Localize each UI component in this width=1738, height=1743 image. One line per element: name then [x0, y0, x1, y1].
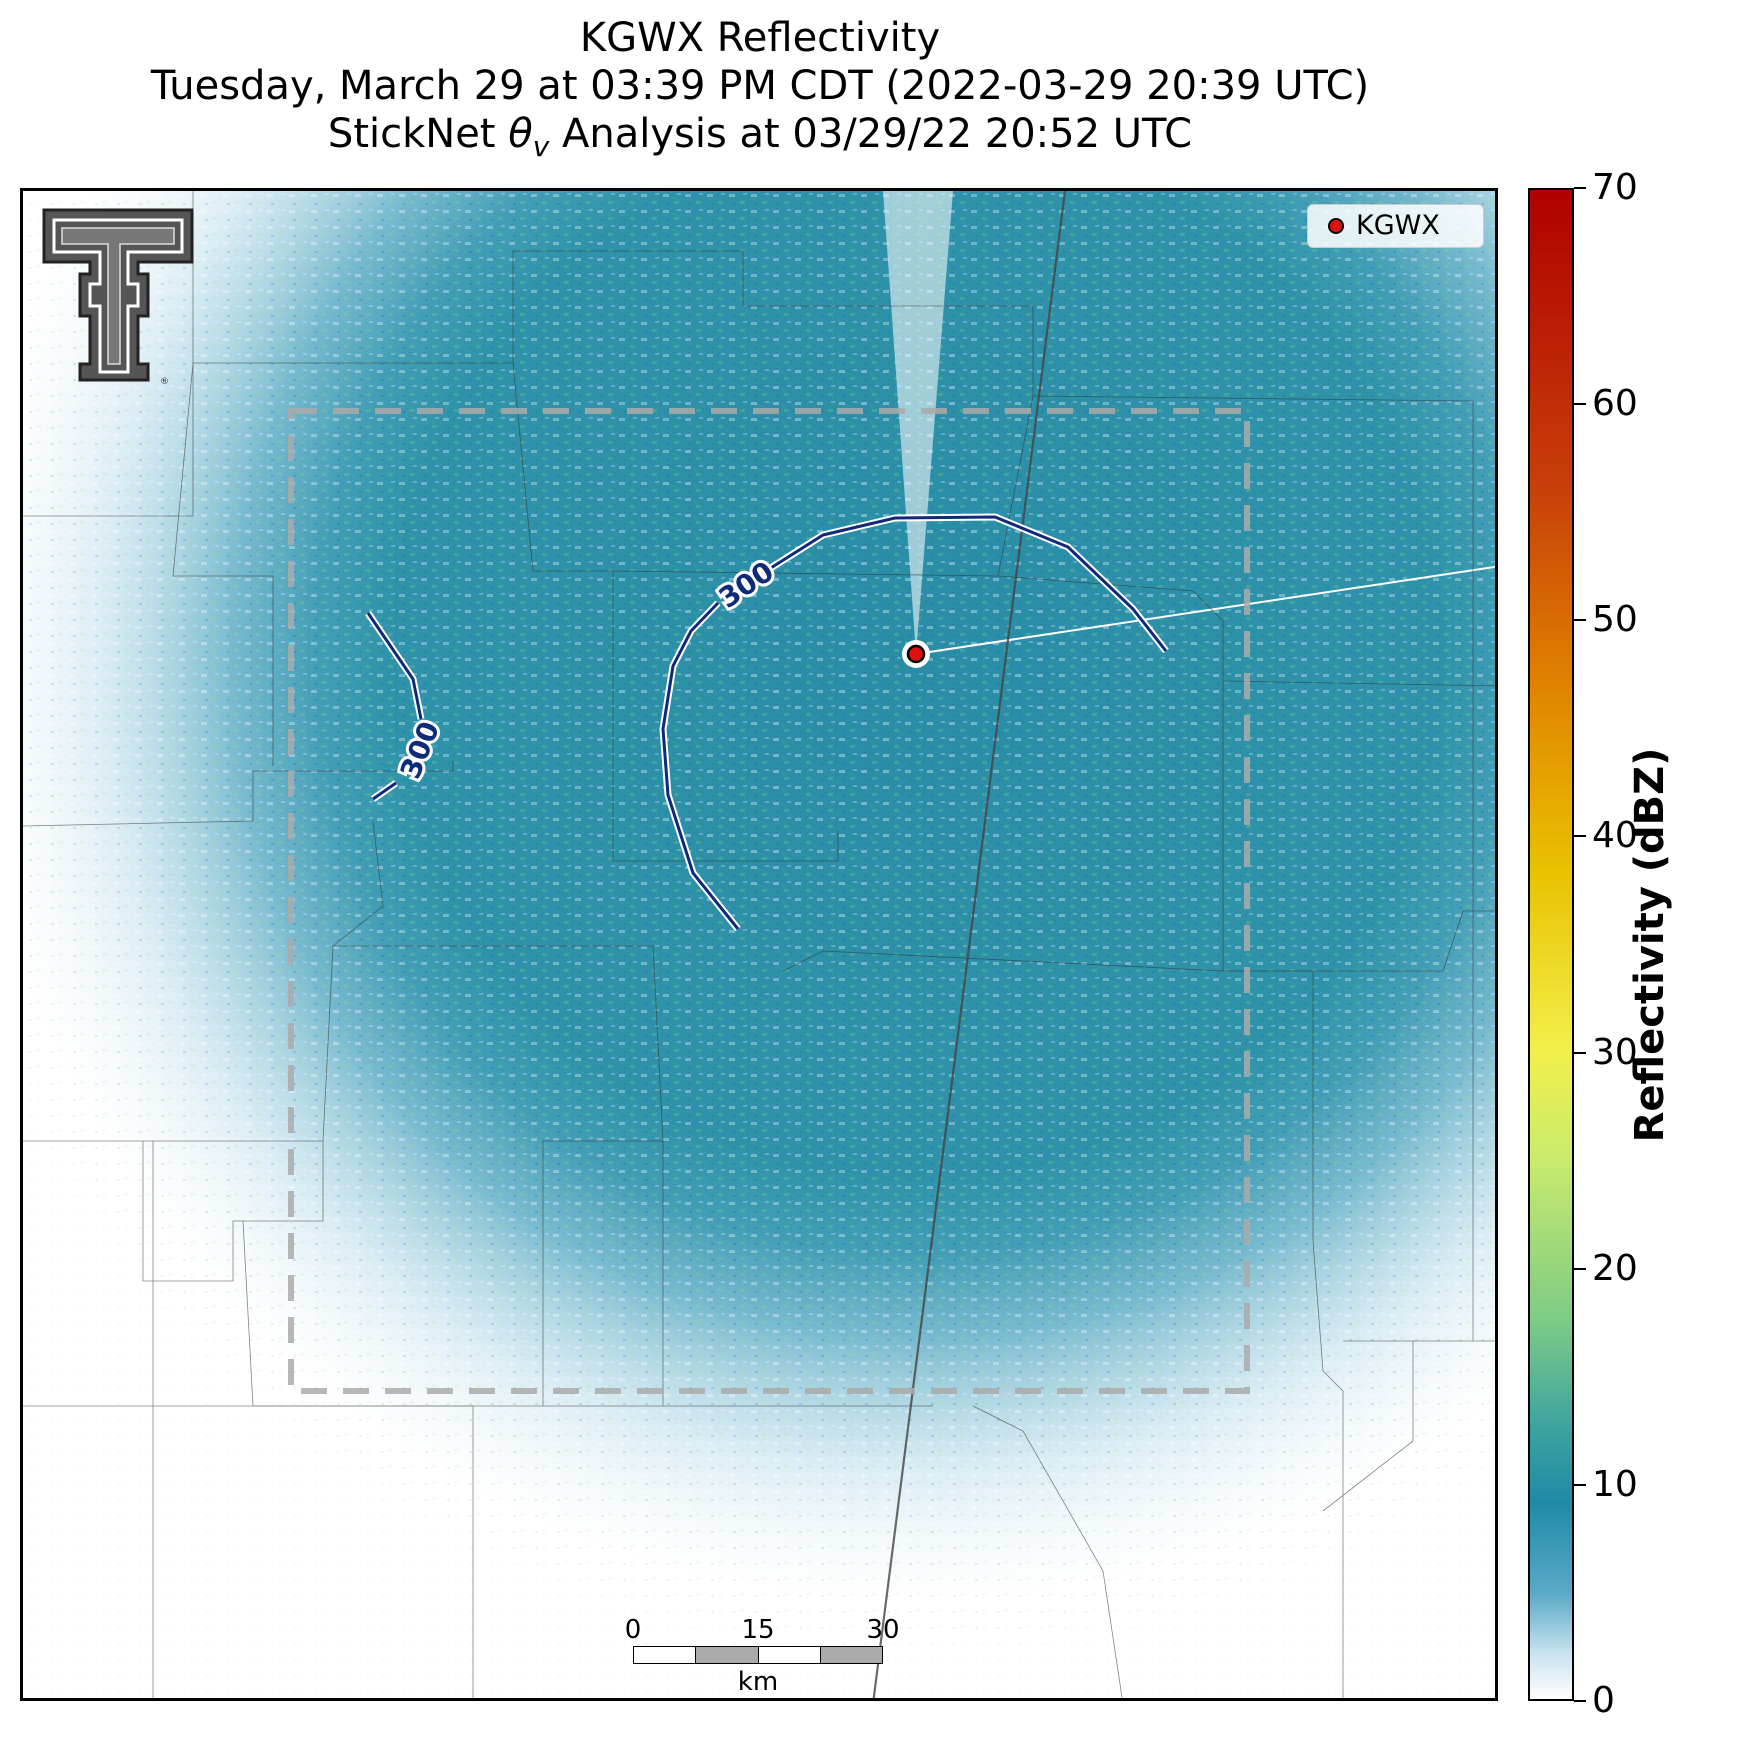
scale-tick-30: 30: [866, 1615, 900, 1645]
colorbar-tick-label: 10: [1592, 1463, 1638, 1505]
colorbar-tick-label: 40: [1592, 815, 1638, 857]
title-line-2: Tuesday, March 29 at 03:39 PM CDT (2022-…: [150, 63, 1370, 109]
analysis-domain-box: [288, 408, 1250, 1394]
theta-v-contours: [366, 515, 1168, 930]
scale-bar: [633, 1646, 883, 1664]
colorbar-label: Reflectivity (dBZ): [1627, 747, 1673, 1143]
title-line-1: KGWX Reflectivity: [579, 15, 941, 61]
contour-line-300-south: [661, 601, 740, 930]
colorbar: [1528, 188, 1574, 1701]
colorbar-tick-label: 0: [1592, 1680, 1615, 1721]
colorbar-tick-mark: [1574, 1051, 1586, 1054]
colorbar-tick-mark: [1574, 187, 1586, 189]
contour-line-300-west-tail: [372, 781, 397, 801]
colorbar-tick-label: 30: [1592, 1031, 1638, 1073]
radar-map[interactable]: 300 300 300 300: [20, 188, 1498, 1701]
colorbar-tick-label: 60: [1592, 383, 1638, 425]
colorbar-tick-mark: [1574, 1267, 1586, 1270]
colorbar-tick-mark: [1574, 1483, 1586, 1486]
colorbar-tick-mark: [1574, 835, 1586, 838]
contour-line-300-west: [366, 612, 423, 720]
colorbar-tick-mark: [1574, 1700, 1586, 1702]
colorbar-tick-mark: [1574, 619, 1586, 622]
highway-line: [872, 191, 1067, 1698]
legend-label: KGWX: [1356, 210, 1440, 241]
scale-unit: km: [737, 1667, 779, 1697]
colorbar-tick-mark: [1574, 403, 1586, 406]
radar-site-legend-marker: [1328, 218, 1344, 234]
radar-site-marker: [906, 644, 926, 664]
colorbar-tick-label: 50: [1592, 599, 1638, 641]
colorbar-tick-label: 20: [1592, 1247, 1638, 1289]
county-borders: [23, 191, 1495, 1698]
logo-mark: ®: [160, 377, 169, 386]
scale-tick-0: 0: [624, 1615, 642, 1645]
title-line-3: StickNet θv Analysis at 03/29/22 20:52 U…: [327, 111, 1193, 163]
map-legend: KGWX: [1307, 204, 1484, 248]
texas-tech-logo: ®: [42, 208, 194, 386]
contour-line-300-south-east: [765, 515, 1168, 652]
radar-map-canvas: 300 300 300 300: [23, 191, 1495, 1698]
colorbar-tick-label: 70: [1592, 167, 1638, 208]
scale-tick-15: 15: [741, 1615, 775, 1645]
